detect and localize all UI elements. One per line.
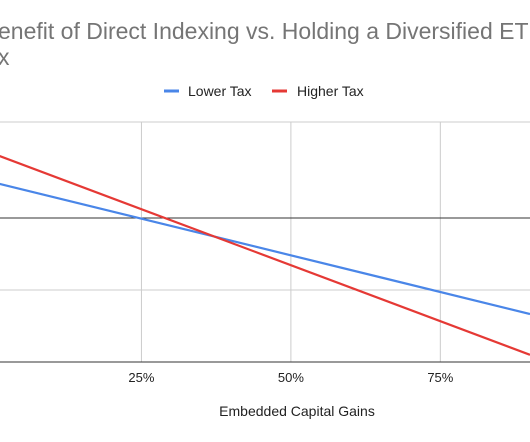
legend-label-lower-tax: Lower Tax: [188, 83, 252, 99]
x-axis-title: Embedded Capital Gains: [219, 403, 375, 419]
x-tick-label: 50%: [278, 370, 304, 385]
series-line-lower-tax: [0, 182, 530, 316]
chart-title-line2: x: [0, 44, 10, 70]
x-tick-label: 25%: [128, 370, 154, 385]
gridlines: [0, 121, 530, 362]
legend-label-higher-tax: Higher Tax: [297, 83, 364, 99]
x-tick-label: 75%: [427, 370, 453, 385]
series-line-higher-tax: [0, 155, 530, 356]
x-tick-labels: %25%50%75%: [128, 370, 453, 385]
series-lines: [0, 155, 530, 356]
legend: Lower Tax Higher Tax: [164, 83, 364, 99]
chart-title: enefit of Direct Indexing vs. Holding a …: [0, 18, 529, 44]
